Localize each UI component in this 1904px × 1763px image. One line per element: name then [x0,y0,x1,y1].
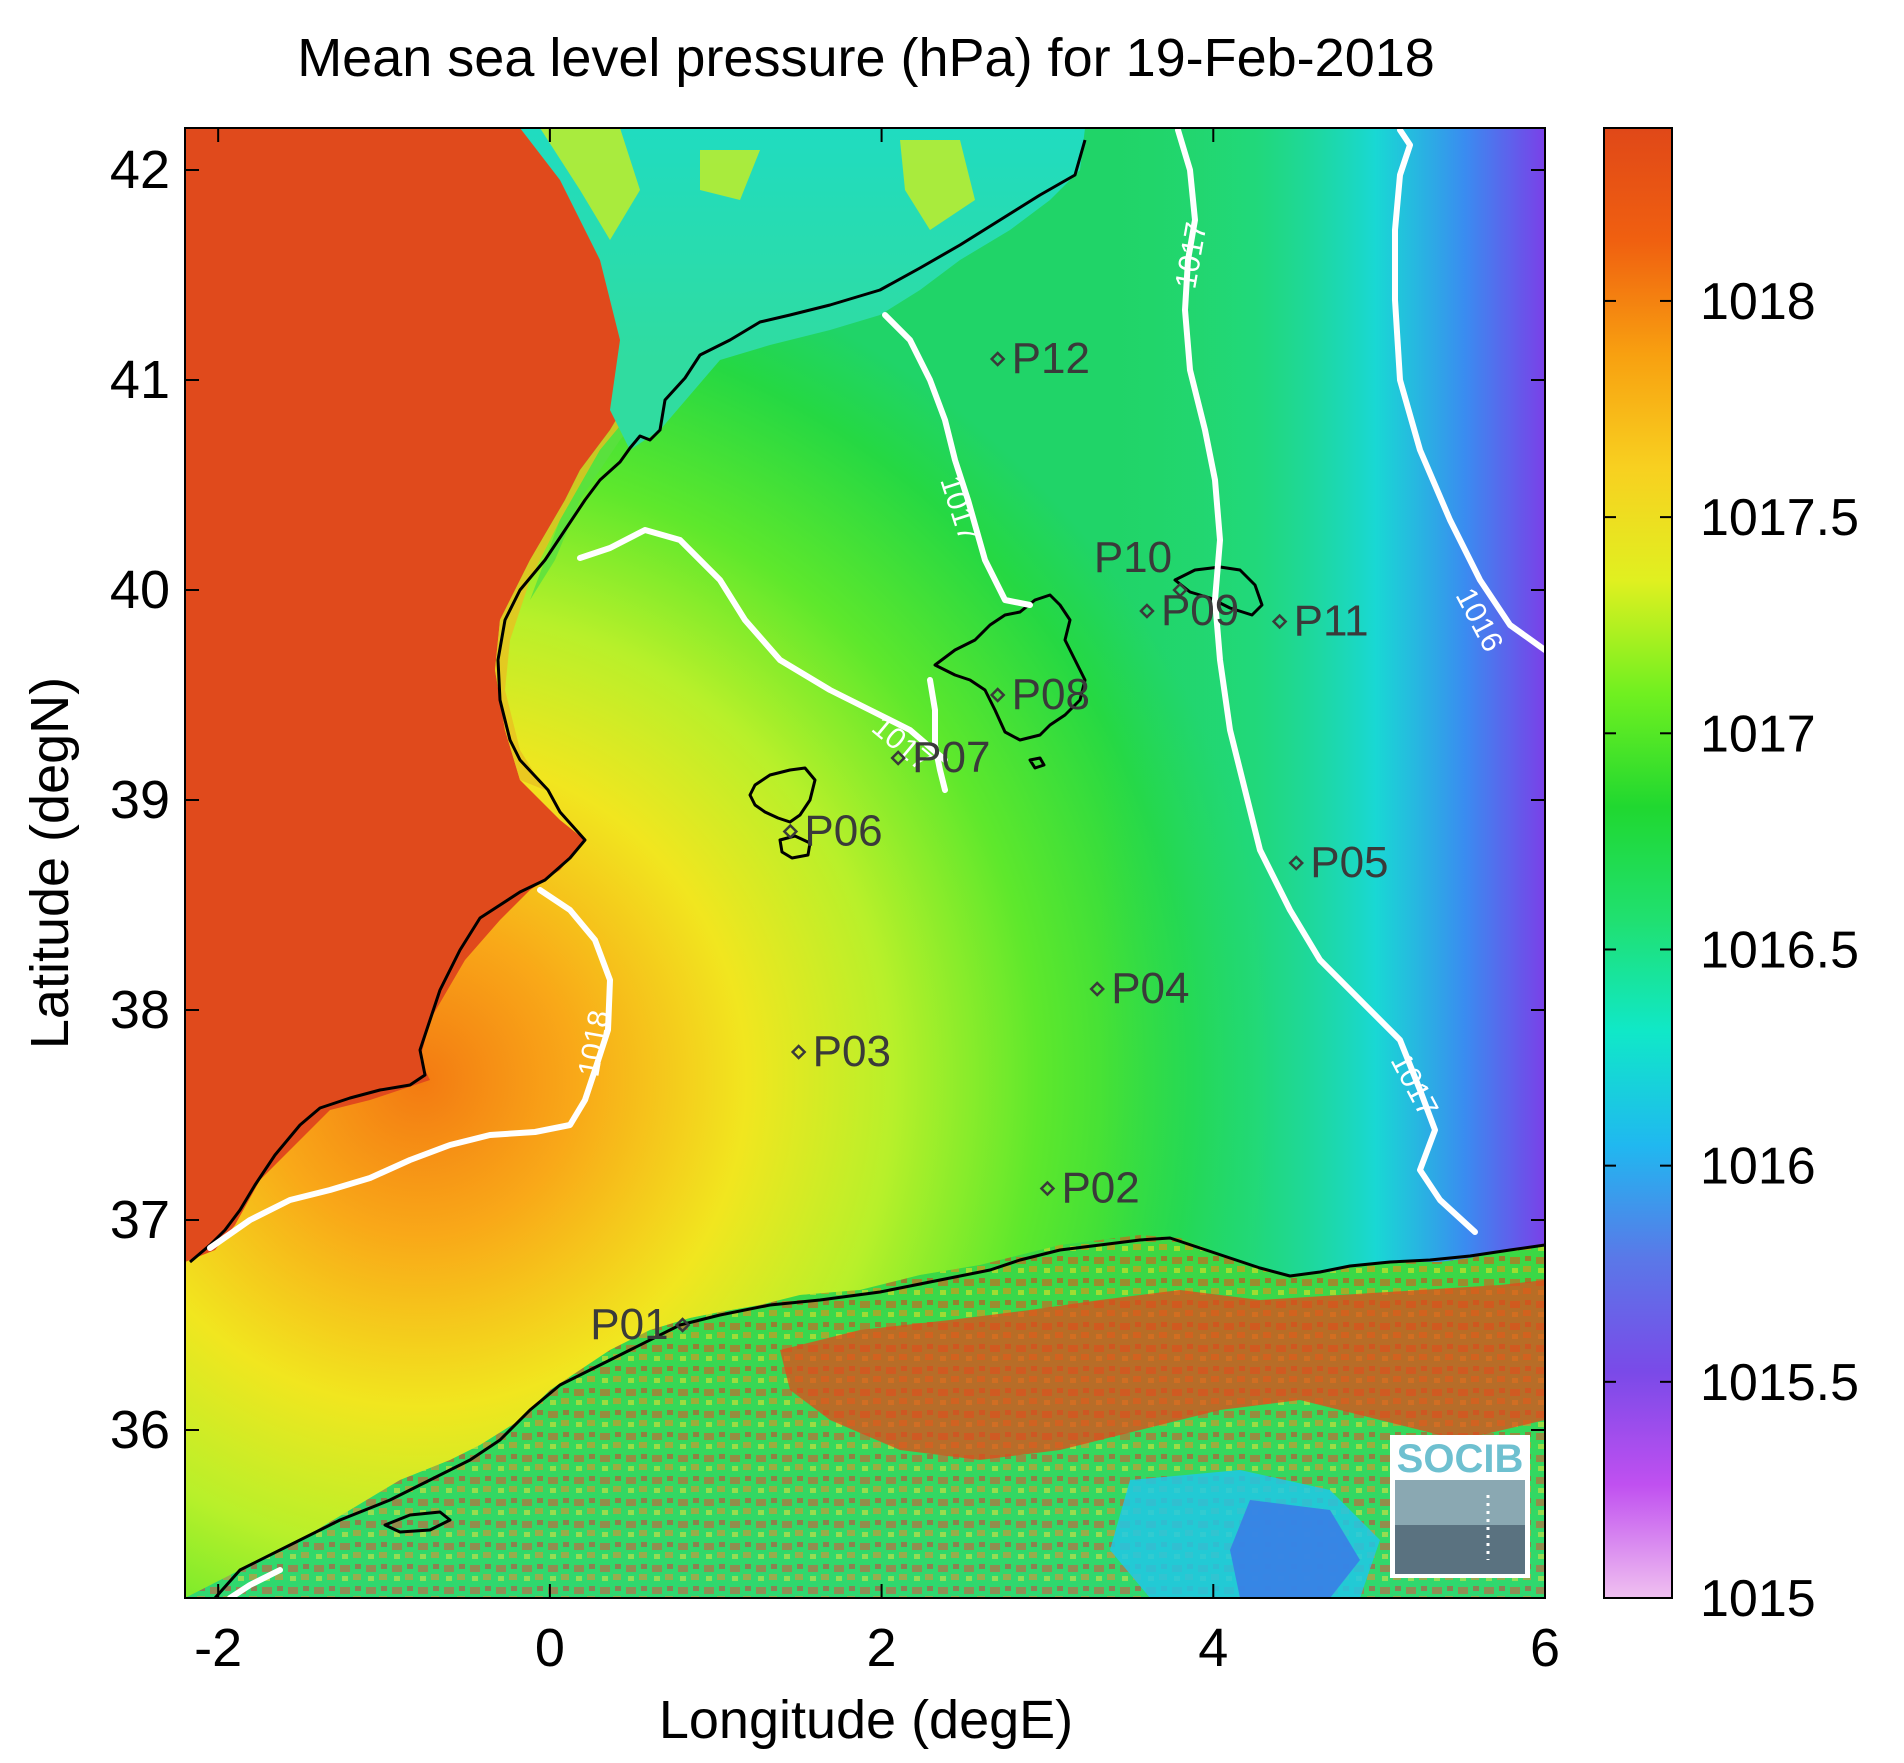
station-marker-p04 [1089,981,1105,997]
station-label-p06: P06 [804,807,882,856]
isobar-1017-east [1175,128,1478,1235]
socib-logo: SOCIB [1390,1435,1530,1578]
x-tick-label: 2 [867,1618,897,1678]
station-label-p07: P07 [912,733,990,782]
station-label-p01: P01 [590,1300,668,1349]
y-axis: 36 37 38 39 40 41 42 [110,140,1545,1460]
station-label-p05: P05 [1310,838,1388,887]
station-marker-p09 [1139,603,1155,619]
station-label-p11: P11 [1294,597,1369,646]
africa-blue-core [1230,1500,1360,1598]
y-tick-label: 39 [110,770,170,830]
x-axis: -2 0 2 4 6 [194,128,1560,1678]
station-marker-p11 [1271,613,1288,630]
station-label-p10: P10 [1094,533,1172,582]
colorbar-tick-label: 1016.5 [1700,921,1859,979]
station-marker-p08 [989,687,1006,703]
station-marker-p07 [890,750,906,766]
x-tick-label: 4 [1198,1618,1228,1678]
iberia-land [185,128,650,1262]
isobar-1017-west [577,527,948,763]
station-marker-p10 [1172,582,1188,598]
station-marker-p05 [1288,855,1304,871]
plot-area: 1016 1017 1017 1017 1017 1018 P01P02P03P… [185,128,1545,1598]
y-axis-label: Latitude (degN) [20,677,80,1049]
x-tick-label: 0 [535,1618,565,1678]
isobar-1018-southwest [227,1567,283,1598]
ibiza-coastline [748,766,817,824]
africa-hot-atlas [780,1280,1545,1460]
cabrera-coastline [1028,756,1046,770]
alboran-coastline [383,1510,452,1534]
station-label-p03: P03 [813,1027,891,1076]
station-marker-p03 [790,1044,807,1060]
y-tick-label: 38 [110,980,170,1040]
colorbar-tick-label: 1017.5 [1700,489,1859,547]
station-marker-p02 [1039,1180,1056,1197]
isobar-1018 [207,887,613,1251]
coastlines [189,139,1545,1598]
y-tick-label: 36 [110,1400,170,1460]
isobar-1016 [1392,128,1545,653]
station-label-p02: P02 [1061,1164,1139,1213]
station-marker-p06 [782,823,799,840]
colorbar-tick-label: 1017 [1700,705,1816,763]
formentera-coastline [778,834,812,860]
station-label-p12: P12 [1012,334,1090,383]
y-tick-label: 42 [110,140,170,200]
colorbar-tick-label: 1018 [1700,273,1816,331]
station-label-p08: P08 [1012,670,1090,719]
y-tick-label: 40 [110,560,170,620]
chart-title: Mean sea level pressure (hPa) for 19-Feb… [297,28,1435,88]
station-label-p09: P09 [1161,586,1239,635]
x-tick-label: 6 [1530,1618,1560,1678]
plot-frame [184,127,1546,1599]
isobars [207,128,1545,1598]
colorbar-tick-label: 1015.5 [1700,1354,1859,1412]
mallorca-coastline [933,593,1087,742]
x-axis-label: Longitude (degE) [659,1690,1073,1750]
colorbar-ticks: 1015 1015.5 1016 1016.5 1017 1017.5 1018 [1604,273,1859,1628]
iberia-coastline [189,139,1087,1264]
logo-panel-shade [1395,1480,1525,1525]
menorca-coastline [1173,565,1264,617]
colorbar [1603,127,1673,1599]
station-marker-p01 [674,1317,691,1333]
x-tick-label: -2 [194,1618,242,1678]
isobar-1017-south [927,677,948,793]
catalonia-warm-patches [540,128,975,240]
y-tick-label: 41 [110,350,170,410]
colorbar-tick-label: 1016 [1700,1138,1816,1196]
station-label-p04: P04 [1111,964,1189,1013]
y-tick-label: 37 [110,1190,170,1250]
station-marker-p12 [989,351,1006,367]
isobar-1017-mid [882,312,1033,608]
africa-coastline [213,1236,1545,1598]
colorbar-tick-label: 1015 [1700,1570,1816,1628]
logo-text: SOCIB [1397,1437,1524,1481]
